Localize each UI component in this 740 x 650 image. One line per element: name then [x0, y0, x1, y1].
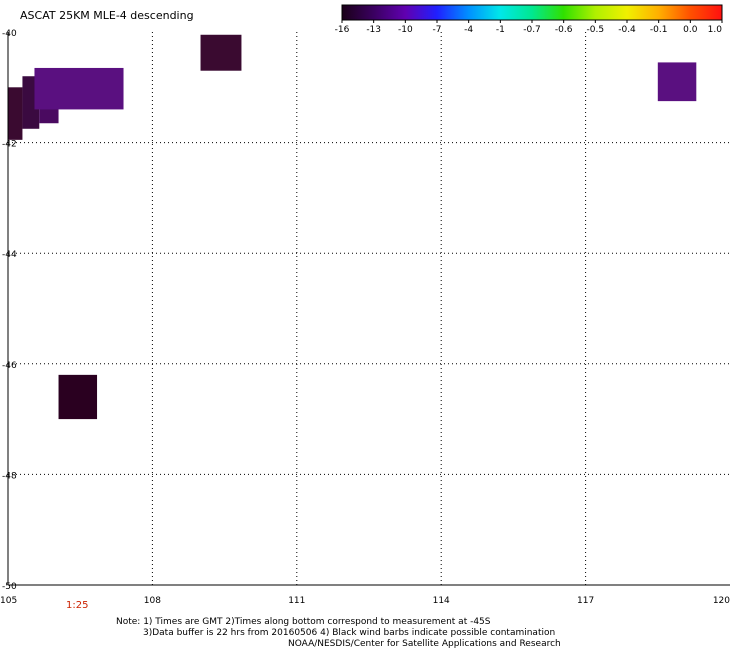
lat-tick-label: -46: [2, 361, 17, 371]
axis-labels: -40 -42 -44 -46 -48 -50 105 108 111 114 117 120: [0, 29, 730, 606]
colorbar-tick-label: -13: [366, 25, 381, 35]
colorbar-tick-label: -0.1: [650, 25, 668, 35]
data-cells: [8, 34, 697, 420]
colorbar-tick-label: -0.4: [618, 25, 636, 35]
lon-tick-label: 108: [144, 596, 161, 606]
colorbar-tick-label: 0.0: [683, 25, 698, 35]
data-cell: [200, 34, 242, 71]
data-cell: [8, 87, 23, 140]
colorbar-tick-label: -0.7: [523, 25, 541, 35]
colorbar-tick-label: 1.0: [708, 25, 723, 35]
data-cell: [58, 374, 98, 420]
colorbar-tick-label: -0.5: [587, 25, 605, 35]
lat-tick-label: -48: [2, 471, 17, 481]
lon-tick-label: 120: [713, 596, 730, 606]
lon-tick-label: 114: [433, 596, 450, 606]
colorbar-tick-label: -16: [335, 25, 350, 35]
lat-tick-label: -40: [2, 29, 17, 39]
data-cell: [657, 62, 697, 102]
note-line-1: Note: 1) Times are GMT 2)Times along bot…: [116, 617, 491, 627]
colorbar-bar: [341, 4, 723, 21]
lon-tick-label: 105: [0, 596, 17, 606]
time-label: 1:25: [66, 600, 89, 611]
lon-tick-label: 117: [577, 596, 594, 606]
lat-tick-label: -50: [2, 582, 17, 592]
lon-tick-label: 111: [288, 596, 305, 606]
data-cell: [34, 67, 124, 110]
colorbar-tick-label: -4: [464, 25, 473, 35]
note-line-2: 3)Data buffer is 22 hrs from 20160506 4)…: [143, 628, 556, 638]
colorbar-tick-label: -10: [398, 25, 413, 35]
colorbar-tick-label: -0.6: [555, 25, 573, 35]
colorbar: -16 -13 -10 -7 -4 -1 -0.7 -0.6 -0.5 -0.4 -0.1 0.0 1.…: [335, 4, 723, 35]
colorbar-tick-label: -1: [496, 25, 505, 35]
note-line-3: NOAA/NESDIS/Center for Satellite Applica…: [288, 639, 561, 649]
colorbar-tick-label: -7: [433, 25, 442, 35]
map-title: ASCAT 25KM MLE-4 descending: [20, 9, 194, 22]
lat-tick-label: -42: [2, 140, 17, 150]
grid-lines: [7, 32, 730, 586]
lat-tick-label: -44: [2, 250, 17, 260]
